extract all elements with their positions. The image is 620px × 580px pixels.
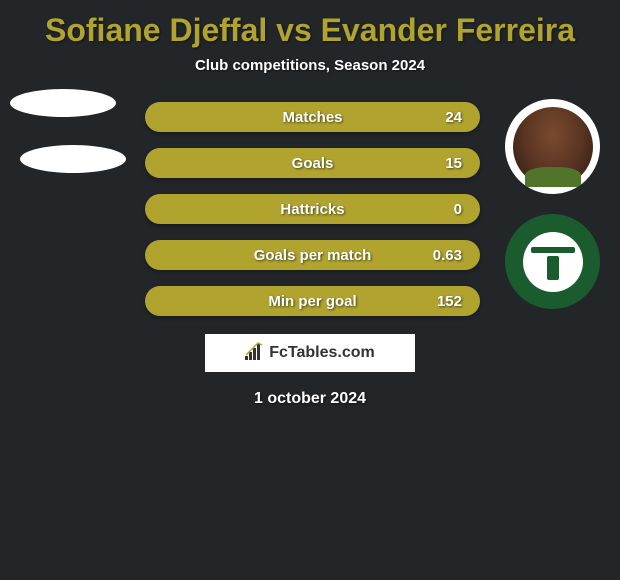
date-text: 1 october 2024 (10, 390, 610, 408)
stat-label: Goals (292, 155, 334, 172)
player1-avatar-placeholder (10, 89, 116, 117)
player2-head-icon (513, 107, 593, 187)
stat-label: Min per goal (268, 293, 356, 310)
stat-row: Min per goal 152 (145, 286, 480, 316)
stat-value-right: 24 (445, 109, 462, 126)
stat-bars: Matches 24 Goals 15 Hattricks 0 Goals pe… (145, 94, 480, 316)
brand-text: FcTables.com (269, 344, 375, 362)
page-title: Sofiane Djeffal vs Evander Ferreira (10, 0, 610, 57)
stat-row: Goals per match 0.63 (145, 240, 480, 270)
stat-value-right: 15 (445, 155, 462, 172)
stat-value-right: 0 (454, 201, 462, 218)
right-avatars (505, 99, 600, 309)
stat-label: Hattricks (280, 201, 344, 218)
stat-row: Hattricks 0 (145, 194, 480, 224)
stat-label: Goals per match (254, 247, 372, 264)
stat-label: Matches (282, 109, 342, 126)
stats-area: Matches 24 Goals 15 Hattricks 0 Goals pe… (10, 94, 610, 324)
stats-card: Sofiane Djeffal vs Evander Ferreira Club… (0, 0, 620, 408)
stat-value-right: 0.63 (433, 247, 462, 264)
stat-row: Matches 24 (145, 102, 480, 132)
stat-value-right: 152 (437, 293, 462, 310)
team1-logo-placeholder (20, 145, 126, 173)
team2-logo-icon (523, 232, 583, 292)
left-avatars (10, 89, 126, 201)
player2-avatar (505, 99, 600, 194)
chart-icon (245, 342, 265, 365)
team2-logo (505, 214, 600, 309)
stat-row: Goals 15 (145, 148, 480, 178)
brand-bar[interactable]: FcTables.com (205, 334, 415, 372)
